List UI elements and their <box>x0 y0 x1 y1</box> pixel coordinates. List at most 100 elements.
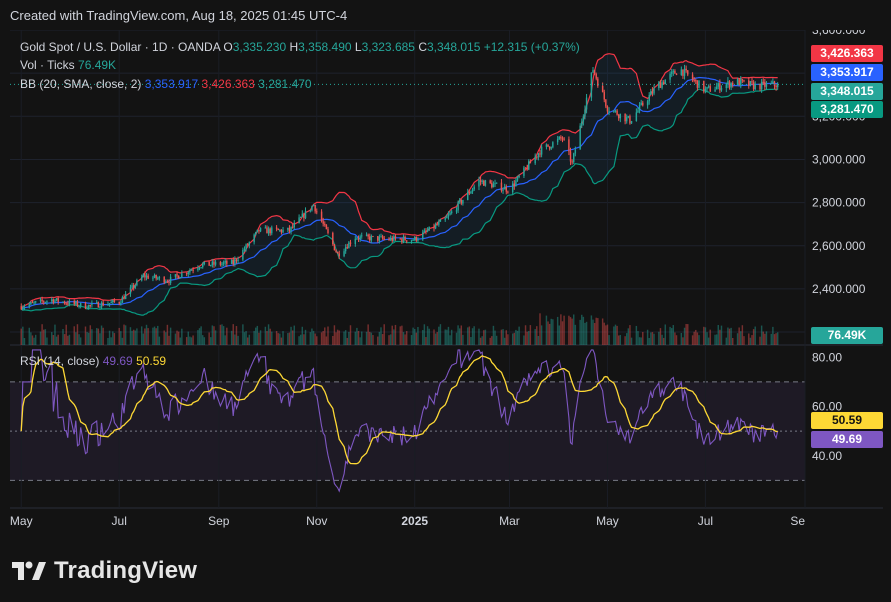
candle-body <box>221 263 223 265</box>
volume-bar <box>325 336 328 345</box>
candle-body <box>391 237 393 241</box>
volume-bar <box>470 337 472 345</box>
volume-bar <box>361 331 363 345</box>
candle-body <box>648 95 650 102</box>
candle-body <box>752 82 755 90</box>
volume-bar <box>235 326 238 345</box>
candle-body <box>132 285 135 288</box>
candle-body <box>581 121 583 126</box>
candle-body <box>275 227 278 229</box>
candle-body <box>136 280 138 286</box>
volume-bar <box>394 324 397 345</box>
volume-bar <box>43 329 45 345</box>
candle-body <box>537 153 540 158</box>
volume-bar <box>659 328 662 345</box>
volume-bar <box>41 324 43 345</box>
candle-body <box>234 259 236 265</box>
volume-bar <box>703 326 705 345</box>
candle-body <box>370 236 373 241</box>
volume-bar <box>573 314 575 345</box>
candle-body <box>417 239 419 241</box>
volume-bar <box>725 337 728 345</box>
volume-bar <box>219 324 222 345</box>
volume-bar <box>597 318 599 345</box>
volume-bar <box>661 334 663 345</box>
bb-label[interactable]: BB (20, SMA, close, 2) <box>20 77 142 91</box>
candle-body <box>349 242 352 245</box>
volume-bar <box>63 334 66 345</box>
candle-body <box>410 240 413 242</box>
rsi-label[interactable]: RSI (14, close) <box>20 354 100 368</box>
candle-body <box>266 227 268 234</box>
legend-volume-row[interactable]: Vol · Ticks 76.49K <box>20 58 116 72</box>
candle-body <box>751 81 753 83</box>
candle-body <box>291 226 294 228</box>
candle-body <box>34 301 37 303</box>
volume-bar <box>772 326 774 345</box>
volume-bar <box>736 333 739 345</box>
volume-bar <box>99 333 101 345</box>
volume-bar <box>232 324 234 345</box>
volume-bar <box>202 335 204 345</box>
volume-bar <box>675 335 678 345</box>
volume-bar <box>34 334 37 345</box>
volume-bar <box>124 325 127 345</box>
candle-body <box>743 80 745 82</box>
volume-bar <box>574 324 577 345</box>
volume-label[interactable]: Vol · Ticks <box>20 58 75 72</box>
volume-bar <box>460 325 463 345</box>
candle-body <box>346 247 348 249</box>
candle-body <box>67 303 69 305</box>
candle-body <box>155 275 157 279</box>
volume-bar <box>304 329 307 345</box>
legend-rsi-row[interactable]: RSI (14, close) 49.69 50.59 <box>20 354 166 368</box>
candle-body <box>664 79 666 85</box>
volume-bar <box>627 328 630 345</box>
candle-body <box>405 240 408 242</box>
candle-body <box>365 234 368 236</box>
chart-area[interactable]: 3,600.0003,400.0003,200.0003,000.0002,80… <box>10 30 883 530</box>
time-tick-label: Jul <box>112 514 127 528</box>
volume-bar <box>102 327 104 345</box>
legend-bb-row[interactable]: BB (20, SMA, close, 2) 3,353.917 3,426.3… <box>20 77 312 91</box>
close-key: C <box>418 40 427 54</box>
chart-svg[interactable]: 3,600.0003,400.0003,200.0003,000.0002,80… <box>10 30 883 530</box>
volume-bar <box>200 326 202 345</box>
bb-basis-value: 3,353.917 <box>144 77 199 91</box>
volume-bar <box>650 332 652 345</box>
volume-bar <box>495 335 498 345</box>
volume-bar <box>603 322 605 345</box>
candle-body <box>256 229 259 233</box>
candle-body <box>97 302 100 308</box>
candle-body <box>230 260 233 264</box>
candle-body <box>282 229 284 233</box>
volume-bar <box>563 315 565 345</box>
tradingview-logo[interactable]: TradingView <box>12 557 197 585</box>
candle-body <box>112 300 114 303</box>
volume-bar <box>706 332 708 345</box>
symbol-title[interactable]: Gold Spot / U.S. Dollar · 1D · OANDA <box>20 40 221 54</box>
volume-bar <box>76 324 79 345</box>
candle-body <box>478 180 480 187</box>
volume-bar <box>259 330 262 345</box>
volume-bar <box>372 335 374 345</box>
legend-symbol-row[interactable]: Gold Spot / U.S. Dollar · 1D · OANDA O3,… <box>20 40 580 54</box>
candle-body <box>232 260 234 265</box>
volume-bar <box>685 324 687 345</box>
volume-bar <box>426 326 429 345</box>
volume-bar <box>153 326 156 345</box>
candle-body <box>433 226 435 229</box>
volume-bar <box>291 330 294 345</box>
candle-body <box>704 88 707 92</box>
volume-bar <box>494 330 496 345</box>
candle-body <box>255 232 257 235</box>
volume-bar <box>293 325 295 345</box>
candle-body <box>211 261 214 266</box>
volume-bar <box>696 332 699 345</box>
volume-bar <box>502 329 504 345</box>
volume-bar <box>158 336 161 345</box>
candle-body <box>548 146 551 149</box>
candle-body <box>534 156 536 164</box>
candle-body <box>168 281 170 283</box>
candle-body <box>468 191 471 194</box>
